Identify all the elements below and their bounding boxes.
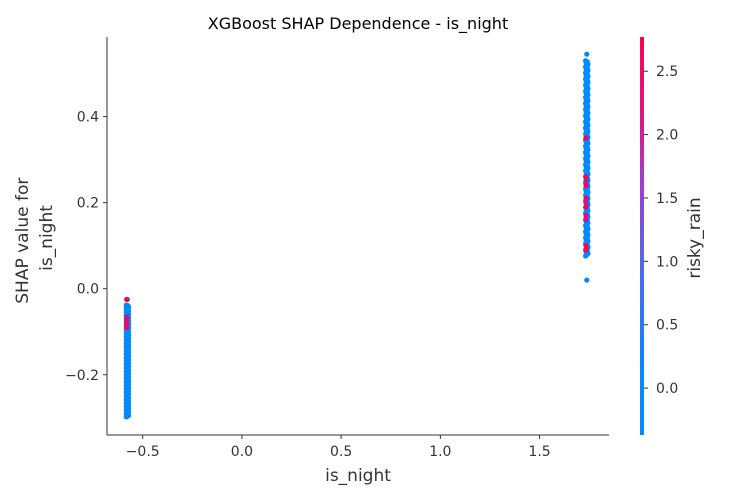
x-tick-label: 0.5 [330,444,352,460]
x-tick-label: 1.0 [429,444,451,460]
y-axis-label-line-1: SHAP value for [13,178,33,304]
colorbar-tick-label: 0.0 [656,381,678,397]
scatter-point-high [583,178,589,184]
scatter-point [123,302,129,308]
scatter-point-high [583,135,589,141]
y-tick-label: 0.0 [77,282,99,298]
colorbar-tick-label: 0.5 [656,318,678,334]
chart-title: XGBoost SHAP Dependence - is_night [208,14,508,34]
scatter-point-high [124,296,130,303]
colorbar-ticks: 0.0 0.5 1.0 1.5 2.0 2.5 [644,64,678,397]
colorbar-label: risky_rain [685,197,705,278]
colorbar-tick-label: 2.5 [656,64,678,80]
colorbar-tick-label: 1.0 [656,254,678,270]
scatter-point-high [583,195,589,201]
scatter-point-high [583,212,589,219]
y-tick-label: −0.2 [65,368,99,384]
scatter-point [582,58,589,64]
colorbar [640,37,644,435]
y-axis-label: SHAP value for is_night [13,172,57,303]
scatter-point-high [583,204,589,210]
scatter-point [584,277,590,283]
scatter-point-high [583,174,589,180]
scatter-point-high [583,217,589,223]
x-tick-label: −0.5 [126,444,160,460]
scatter-point-high [124,314,130,320]
scatter-point-high [124,324,130,331]
y-axis-label-line-2: is_night [37,205,57,271]
y-tick-label: 0.2 [77,196,99,212]
scatter-point-high [583,200,589,206]
colorbar-tick-label: 2.0 [656,128,678,144]
axes: −0.5 0.0 0.5 1.0 1.5 −0.2 0.0 0.2 0.4 [65,37,609,460]
scatter-point-high [583,243,589,249]
scatter-point-high [583,182,589,189]
x-tick-label: 1.5 [528,444,550,460]
scatter-point [584,51,590,57]
scatter-points [123,51,591,420]
y-tick-label: 0.4 [77,110,99,126]
x-axis-label: is_night [325,466,391,486]
x-tick-label: 0.0 [231,444,253,460]
colorbar-tick-label: 1.5 [656,191,678,207]
scatter-point-high [583,247,589,253]
